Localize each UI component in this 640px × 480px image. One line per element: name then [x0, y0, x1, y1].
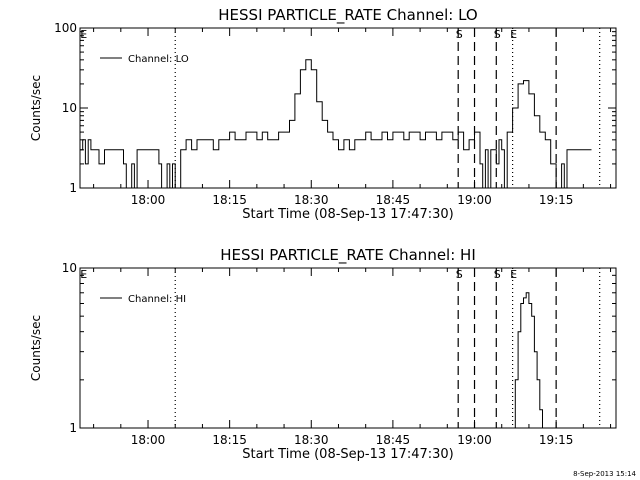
chart-panel-lo: HESSI PARTICLE_RATE Channel: LOE S S E18:00… [29, 6, 617, 222]
y-tick-label: 100 [54, 21, 77, 35]
x-tick-label: 19:15 [539, 193, 574, 207]
event-marker-label: E [510, 28, 517, 41]
x-tick-label: 18:00 [131, 433, 166, 447]
x-tick-label: 18:30 [294, 193, 329, 207]
y-tick-label: 10 [62, 261, 77, 275]
x-tick-label: 18:45 [376, 193, 411, 207]
chart-title-hi: HESSI PARTICLE_RATE Channel: HI [220, 246, 476, 265]
x-axis-label: Start Time (08-Sep-13 17:47:30) [242, 447, 453, 462]
y-axis-label: Counts/sec [29, 315, 43, 381]
event-marker-label: S [456, 28, 463, 41]
y-tick-label: 10 [62, 101, 77, 115]
y-tick-label: 1 [69, 421, 77, 435]
x-tick-label: 19:00 [457, 193, 492, 207]
event-marker-label: S [494, 268, 501, 281]
legend-entry: Channel: LO [128, 54, 189, 65]
chart-panel-hi: HESSI PARTICLE_RATE Channel: HIE S S E18:00… [29, 246, 617, 462]
data-series-line [512, 292, 543, 428]
event-marker-label: E [80, 268, 87, 281]
x-tick-label: 18:00 [131, 193, 166, 207]
event-marker-label: S [456, 268, 463, 281]
data-series-line [80, 59, 592, 188]
generation-timestamp: 8-Sep-2013 15:14 [573, 470, 636, 478]
legend-entry: Channel: HI [128, 294, 186, 305]
x-tick-label: 18:30 [294, 433, 329, 447]
x-axis-label: Start Time (08-Sep-13 17:47:30) [242, 207, 453, 222]
event-marker-label: E [80, 28, 87, 41]
event-marker-label: E [510, 268, 517, 281]
x-tick-label: 18:15 [212, 193, 247, 207]
x-tick-label: 18:45 [376, 433, 411, 447]
x-tick-label: 19:15 [539, 433, 574, 447]
x-tick-label: 18:15 [212, 433, 247, 447]
x-tick-label: 19:00 [457, 433, 492, 447]
event-marker-label: S [494, 28, 501, 41]
y-tick-label: 1 [69, 181, 77, 195]
plot-frame [79, 267, 617, 429]
y-axis-label: Counts/sec [29, 75, 43, 141]
chart-title-lo: HESSI PARTICLE_RATE Channel: LO [218, 6, 477, 25]
